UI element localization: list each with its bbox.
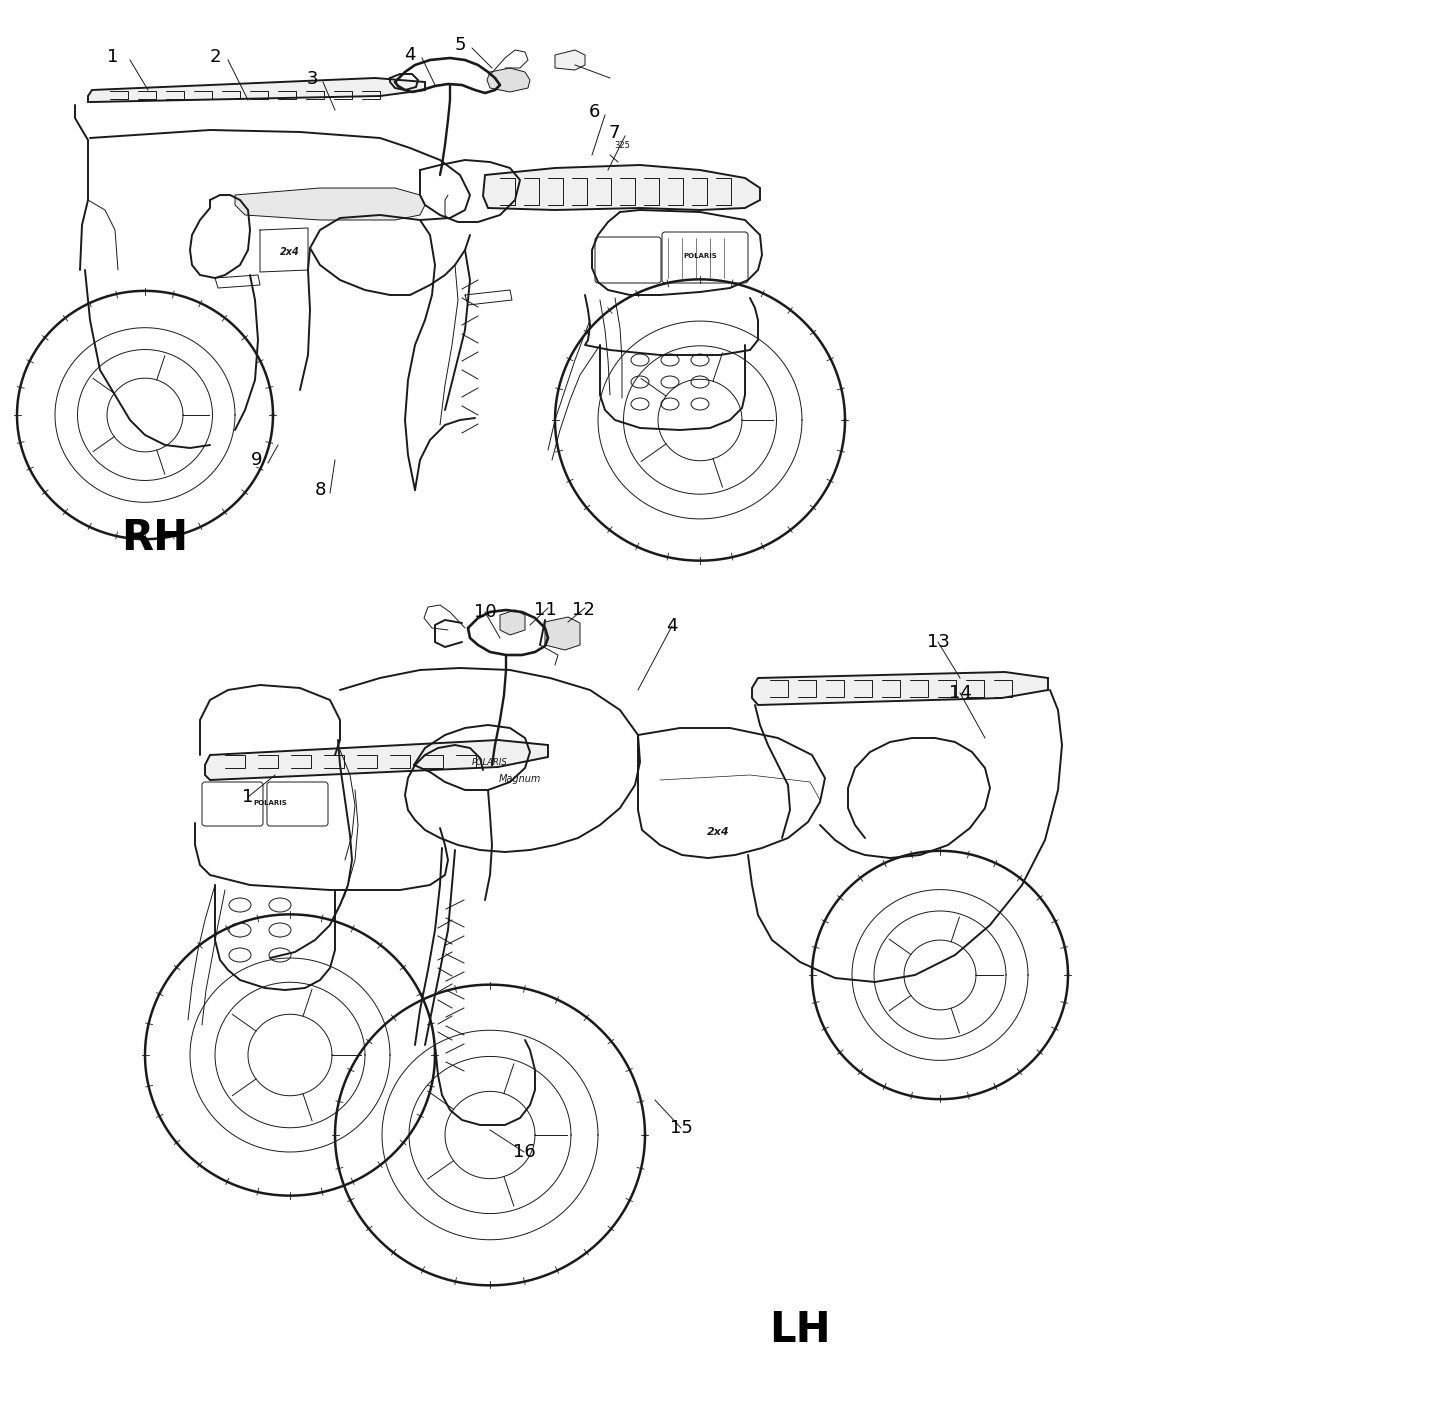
Text: 14: 14 (948, 683, 971, 702)
Text: RH: RH (122, 517, 188, 560)
Text: 12: 12 (572, 600, 595, 619)
Text: 15: 15 (670, 1119, 693, 1137)
Text: 4: 4 (404, 46, 416, 65)
Text: 325: 325 (614, 141, 630, 150)
Text: 9: 9 (251, 451, 262, 470)
Text: 11: 11 (533, 600, 556, 619)
Text: POLARIS: POLARIS (254, 800, 287, 806)
Text: 2x4: 2x4 (280, 247, 300, 257)
Text: 4: 4 (667, 617, 678, 636)
Polygon shape (488, 67, 531, 91)
Text: 6: 6 (588, 103, 599, 121)
Text: 3: 3 (307, 70, 318, 89)
Text: 13: 13 (926, 633, 949, 651)
Text: 16: 16 (512, 1143, 535, 1161)
Polygon shape (483, 165, 760, 209)
Polygon shape (555, 51, 585, 70)
Polygon shape (751, 672, 1048, 704)
Text: 1: 1 (242, 787, 254, 806)
Text: POLARIS: POLARIS (683, 253, 717, 259)
Text: 1: 1 (108, 48, 119, 66)
Text: 5: 5 (455, 37, 466, 53)
Polygon shape (205, 740, 548, 780)
Text: 8: 8 (314, 481, 326, 499)
Text: Magnum: Magnum (499, 773, 541, 785)
Polygon shape (87, 77, 424, 103)
Text: POLARIS: POLARIS (472, 758, 508, 768)
Text: LH: LH (769, 1309, 830, 1351)
Text: 10: 10 (473, 603, 496, 621)
Polygon shape (545, 617, 579, 650)
Text: 2x4: 2x4 (707, 827, 730, 837)
Polygon shape (500, 610, 525, 636)
Text: 7: 7 (608, 124, 619, 142)
Text: 2: 2 (209, 48, 221, 66)
Polygon shape (235, 188, 424, 219)
